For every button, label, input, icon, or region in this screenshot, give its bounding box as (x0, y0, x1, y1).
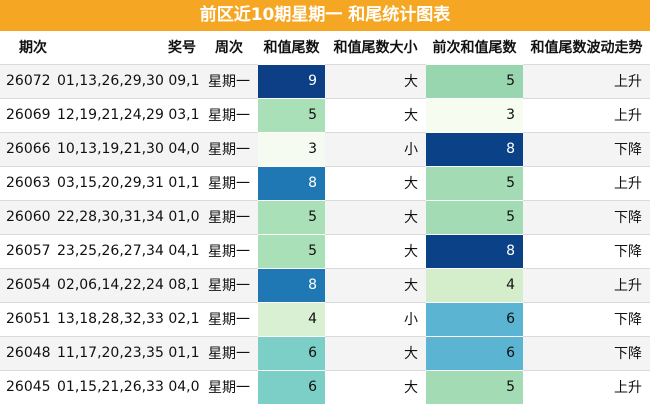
header-numbers: 奖号 (57, 31, 200, 64)
table-row: 26048 11,17,20,23,35 01,10 星期一 6 大 6 下降 (0, 335, 650, 370)
sum-tail-cell: 6 (258, 369, 325, 404)
sum-tail-cell: 3 (258, 131, 325, 166)
trend-cell: 下降 (523, 335, 650, 370)
prev-sum-tail-cell: 5 (426, 369, 523, 404)
table-row: 26069 12,19,21,24,29 03,10 星期一 5 大 3 上升 (0, 97, 650, 132)
weekday-cell: 星期一 (200, 369, 258, 404)
header-period: 期次 (0, 31, 57, 64)
table-row: 26045 01,15,21,26,33 04,07 星期一 6 大 5 上升 (0, 369, 650, 404)
trend-cell: 下降 (523, 131, 650, 166)
prev-sum-tail-cell: 5 (426, 199, 523, 234)
period-cell: 26051 (0, 301, 57, 336)
numbers-cell: 12,19,21,24,29 03,10 (57, 97, 200, 132)
weekday-cell: 星期一 (200, 165, 258, 200)
sum-tail-cell: 5 (258, 233, 325, 268)
header-sum-tail: 和值尾数 (258, 31, 325, 64)
weekday-cell: 星期一 (200, 233, 258, 268)
tail-size-cell: 大 (325, 369, 426, 404)
prev-sum-tail-cell: 8 (426, 131, 523, 166)
prev-sum-tail-cell: 5 (426, 165, 523, 200)
numbers-cell: 02,06,14,22,24 08,11 (57, 267, 200, 302)
prev-sum-tail-cell: 8 (426, 233, 523, 268)
weekday-cell: 星期一 (200, 131, 258, 166)
weekday-cell: 星期一 (200, 267, 258, 302)
period-cell: 26060 (0, 199, 57, 234)
prev-sum-tail-cell: 3 (426, 97, 523, 132)
tail-size-cell: 小 (325, 131, 426, 166)
sum-tail-cell: 6 (258, 335, 325, 370)
sum-tail-cell: 8 (258, 267, 325, 302)
trend-cell: 上升 (523, 369, 650, 404)
period-cell: 26054 (0, 267, 57, 302)
prev-sum-tail-cell: 4 (426, 267, 523, 302)
numbers-cell: 01,13,26,29,30 09,11 (57, 63, 200, 98)
weekday-cell: 星期一 (200, 97, 258, 132)
numbers-cell: 10,13,19,21,30 04,05 (57, 131, 200, 166)
trend-cell: 上升 (523, 97, 650, 132)
sum-tail-cell: 9 (258, 63, 325, 98)
period-cell: 26072 (0, 63, 57, 98)
trend-cell: 上升 (523, 267, 650, 302)
trend-cell: 下降 (523, 233, 650, 268)
tail-size-cell: 大 (325, 199, 426, 234)
tail-size-cell: 大 (325, 233, 426, 268)
numbers-cell: 01,15,21,26,33 04,07 (57, 369, 200, 404)
weekday-cell: 星期一 (200, 199, 258, 234)
table-row: 26054 02,06,14,22,24 08,11 星期一 8 大 4 上升 (0, 267, 650, 302)
tail-size-cell: 大 (325, 267, 426, 302)
period-cell: 26045 (0, 369, 57, 404)
table-row: 26051 13,18,28,32,33 02,11 星期一 4 小 6 下降 (0, 301, 650, 336)
sum-tail-cell: 4 (258, 301, 325, 336)
chart-title: 前区近10期星期一 和尾统计图表 (0, 0, 650, 31)
period-cell: 26069 (0, 97, 57, 132)
sum-tail-cell: 5 (258, 199, 325, 234)
header-weekday: 周次 (200, 31, 258, 64)
header-trend: 和值尾数波动走势 (523, 31, 650, 64)
weekday-cell: 星期一 (200, 63, 258, 98)
tail-size-cell: 大 (325, 63, 426, 98)
table-row: 26066 10,13,19,21,30 04,05 星期一 3 小 8 下降 (0, 131, 650, 166)
trend-cell: 下降 (523, 199, 650, 234)
weekday-cell: 星期一 (200, 301, 258, 336)
period-cell: 26048 (0, 335, 57, 370)
period-cell: 26066 (0, 131, 57, 166)
tail-size-cell: 大 (325, 97, 426, 132)
header-tail-size: 和值尾数大小 (325, 31, 426, 64)
numbers-cell: 13,18,28,32,33 02,11 (57, 301, 200, 336)
prev-sum-tail-cell: 6 (426, 301, 523, 336)
trend-cell: 下降 (523, 301, 650, 336)
prev-sum-tail-cell: 6 (426, 335, 523, 370)
table-row: 26057 23,25,26,27,34 04,10 星期一 5 大 8 下降 (0, 233, 650, 268)
tail-size-cell: 大 (325, 335, 426, 370)
numbers-cell: 22,28,30,31,34 01,05 (57, 199, 200, 234)
weekday-cell: 星期一 (200, 335, 258, 370)
sum-tail-cell: 8 (258, 165, 325, 200)
tail-size-cell: 大 (325, 165, 426, 200)
trend-cell: 上升 (523, 165, 650, 200)
stats-table: 期次 奖号 周次 和值尾数 和值尾数大小 前次和值尾数 和值尾数波动走势 260… (0, 31, 650, 404)
header-prev-sum-tail: 前次和值尾数 (426, 31, 523, 64)
tail-size-cell: 小 (325, 301, 426, 336)
table-row: 26063 03,15,20,29,31 01,12 星期一 8 大 5 上升 (0, 165, 650, 200)
prev-sum-tail-cell: 5 (426, 63, 523, 98)
numbers-cell: 03,15,20,29,31 01,12 (57, 165, 200, 200)
table-row: 26060 22,28,30,31,34 01,05 星期一 5 大 5 下降 (0, 199, 650, 234)
period-cell: 26063 (0, 165, 57, 200)
header-row: 期次 奖号 周次 和值尾数 和值尾数大小 前次和值尾数 和值尾数波动走势 (0, 31, 650, 64)
table-row: 26072 01,13,26,29,30 09,11 星期一 9 大 5 上升 (0, 63, 650, 98)
trend-cell: 上升 (523, 63, 650, 98)
numbers-cell: 11,17,20,23,35 01,10 (57, 335, 200, 370)
sum-tail-cell: 5 (258, 97, 325, 132)
numbers-cell: 23,25,26,27,34 04,10 (57, 233, 200, 268)
period-cell: 26057 (0, 233, 57, 268)
